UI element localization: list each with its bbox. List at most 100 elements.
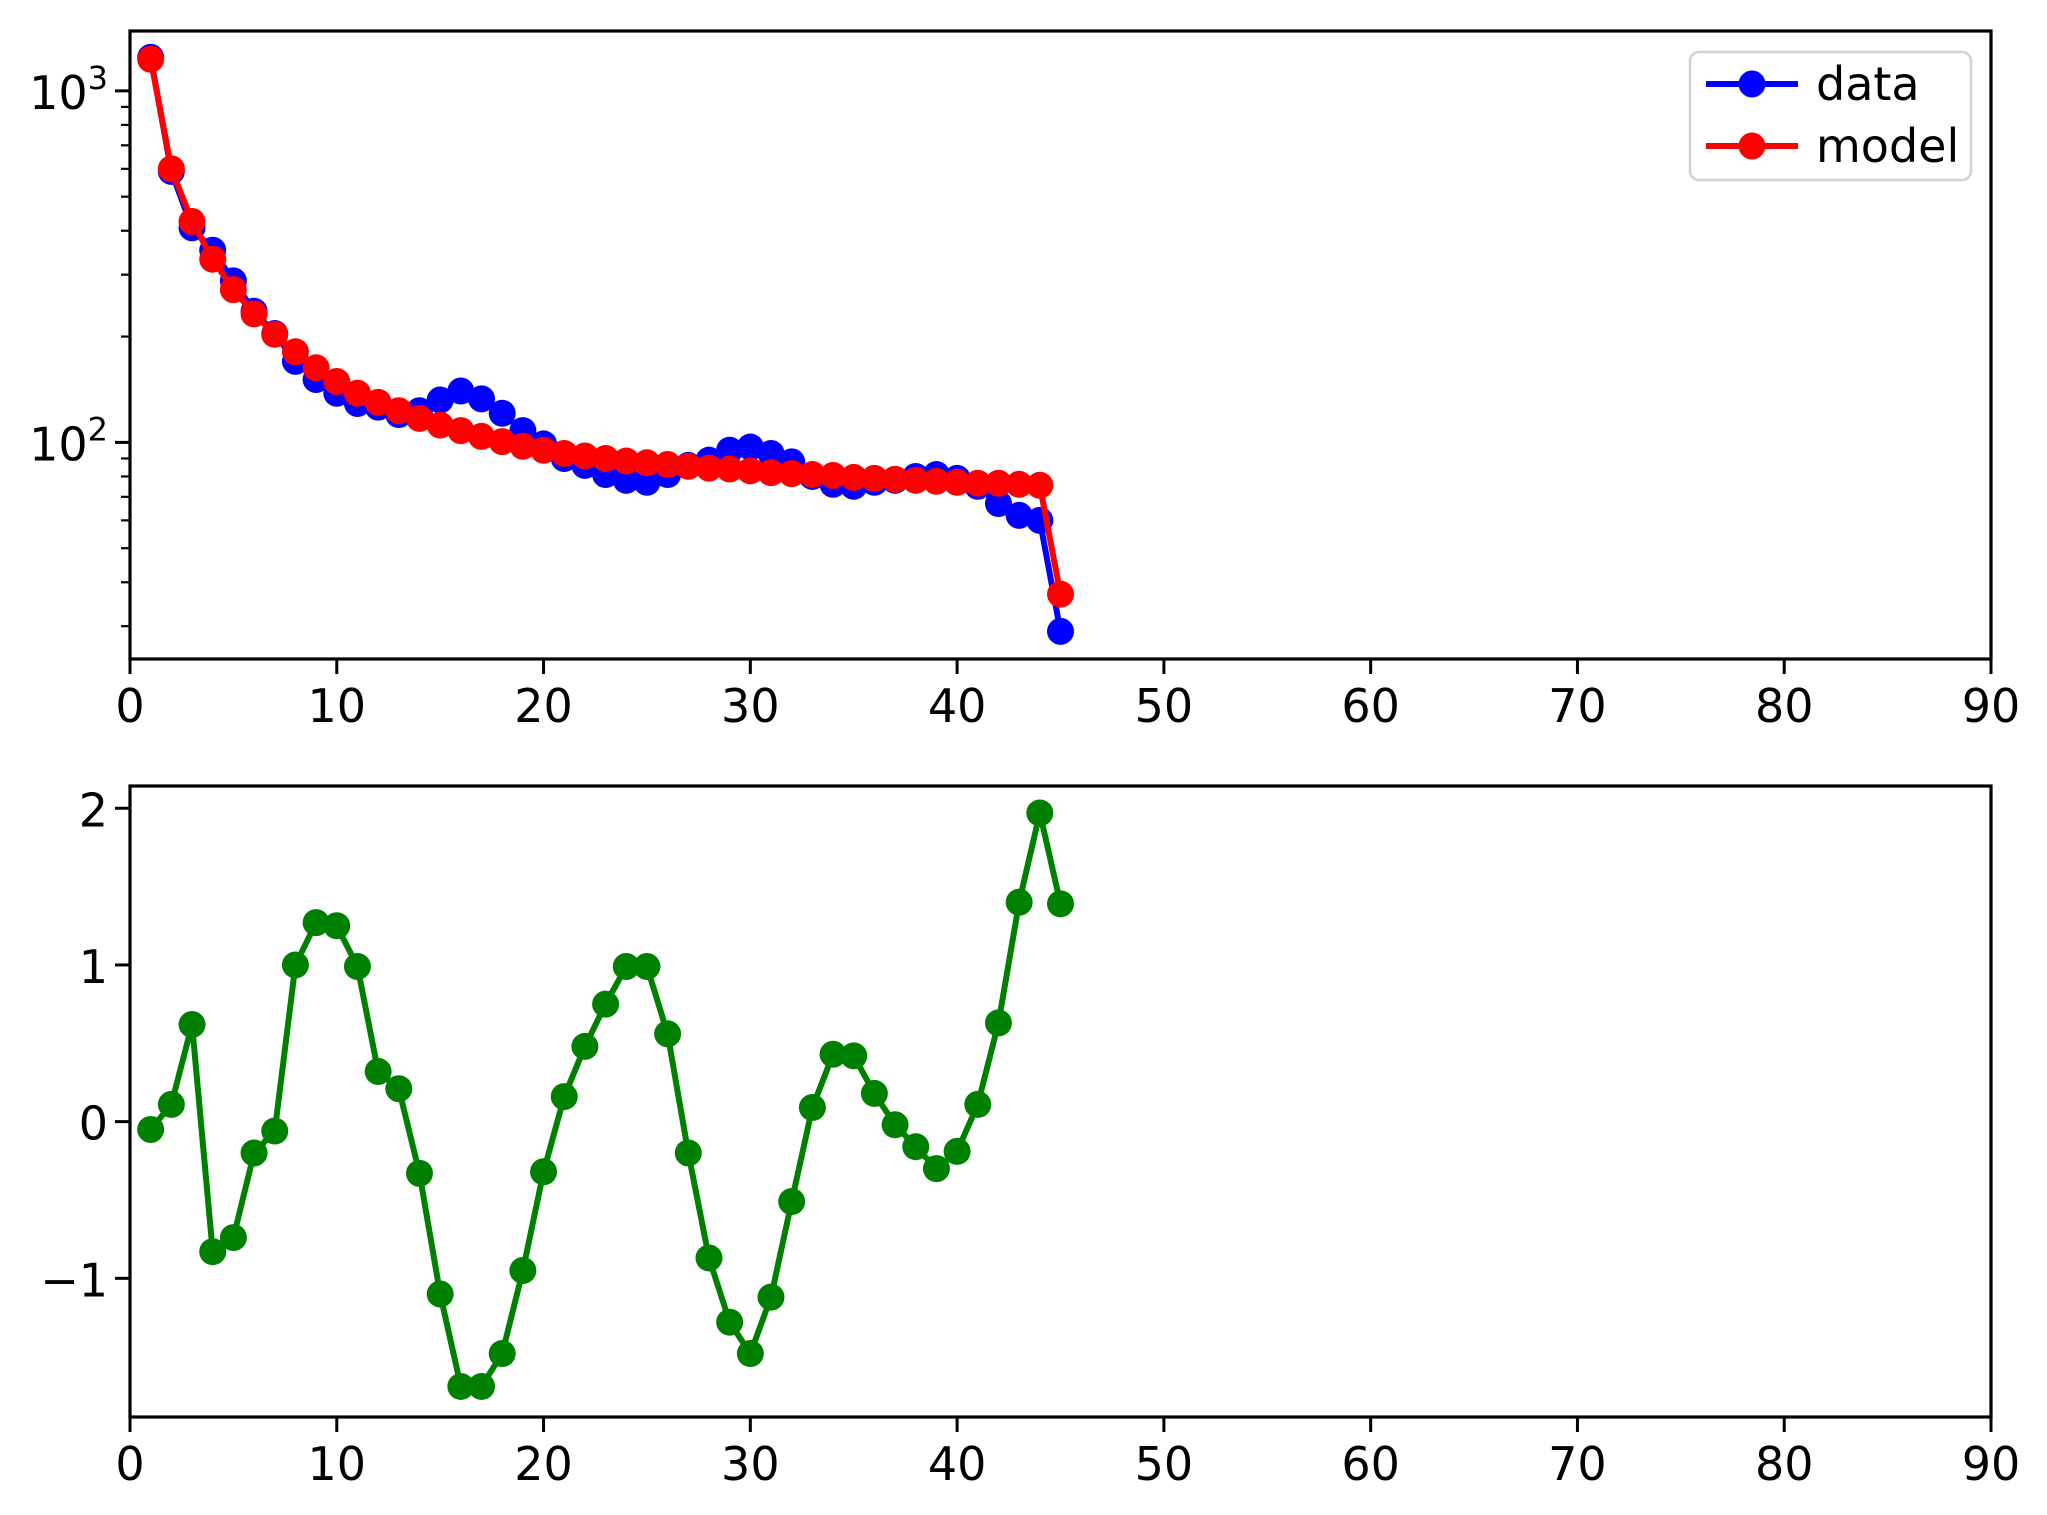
top-plot-y-axis: 103 102 <box>29 59 130 628</box>
y-tick-label: 1 <box>79 940 108 994</box>
residuals-marker <box>984 1009 1012 1037</box>
data-marker <box>736 433 764 461</box>
model-marker <box>798 461 826 489</box>
data-marker <box>633 468 661 496</box>
residuals-marker <box>447 1372 475 1400</box>
model-marker <box>902 466 930 494</box>
model-marker <box>178 207 206 235</box>
residuals-marker <box>178 1010 206 1038</box>
legend-marker-sample <box>1738 70 1766 98</box>
data-marker <box>1047 617 1074 645</box>
legend-label: data <box>1816 57 1920 111</box>
model-marker <box>550 439 578 467</box>
residuals-marker <box>385 1075 413 1103</box>
top-plot-frame <box>128 29 1993 661</box>
data-marker <box>716 436 744 464</box>
model-marker <box>488 428 516 456</box>
residuals-marker <box>902 1133 930 1161</box>
residuals-marker <box>302 909 330 937</box>
residuals-marker <box>592 990 620 1018</box>
y-tick-label: 103 <box>29 59 108 120</box>
x-tick-label: 70 <box>1548 1437 1607 1491</box>
model-marker <box>323 368 351 396</box>
x-tick-label: 10 <box>308 1437 367 1491</box>
residuals-marker <box>405 1159 433 1187</box>
data-marker <box>488 399 516 427</box>
residuals-marker <box>323 912 351 940</box>
model-marker <box>199 245 227 273</box>
model-series-line <box>147 56 1064 598</box>
residuals-marker <box>695 1244 723 1272</box>
legend-label: model <box>1816 119 1959 173</box>
residuals-marker <box>219 1224 247 1252</box>
x-tick-label: 80 <box>1755 679 1814 733</box>
model-marker <box>530 436 558 464</box>
residuals-marker <box>1047 890 1074 918</box>
residuals-marker <box>654 1020 682 1048</box>
model-marker <box>840 463 868 491</box>
bottom-plot-frame <box>128 784 1993 1419</box>
model-series <box>137 45 1074 608</box>
residuals-marker <box>881 1111 909 1139</box>
x-tick-label: 50 <box>1135 679 1194 733</box>
x-tick-label: 80 <box>1755 1437 1814 1491</box>
residuals-marker <box>798 1094 826 1122</box>
residuals-marker <box>757 1283 785 1311</box>
model-marker <box>633 449 661 477</box>
model-marker <box>261 320 289 348</box>
residuals-marker <box>199 1238 227 1266</box>
residuals-series-line <box>147 809 1064 1390</box>
residuals-marker <box>1026 799 1054 827</box>
x-tick-label: 60 <box>1341 679 1400 733</box>
x-tick-label: 0 <box>115 679 144 733</box>
model-marker <box>219 276 247 304</box>
model-marker <box>964 469 992 497</box>
residuals-marker <box>736 1340 764 1368</box>
model-marker <box>426 411 454 439</box>
residuals-marker <box>281 951 309 979</box>
y-tick-label: 2 <box>79 783 108 837</box>
model-marker <box>860 464 888 492</box>
model-marker <box>819 462 847 490</box>
residuals-marker <box>550 1083 578 1111</box>
residuals-marker <box>261 1117 289 1145</box>
model-marker <box>984 469 1012 497</box>
model-marker <box>405 404 433 432</box>
model-marker <box>571 442 599 470</box>
residuals-marker <box>137 1115 165 1143</box>
residuals-marker <box>674 1139 702 1167</box>
residuals-marker <box>860 1079 888 1107</box>
x-tick-label: 10 <box>308 679 367 733</box>
top-plot-axes: 0 10 20 30 40 50 60 70 80 90 103 102 data model <box>29 29 2020 733</box>
data-marker <box>447 377 475 405</box>
x-tick-label: 90 <box>1962 1437 2021 1491</box>
residuals-marker <box>922 1155 950 1183</box>
residuals-marker <box>840 1042 868 1070</box>
residuals-marker <box>488 1340 516 1368</box>
residuals-series-markers <box>137 799 1074 1400</box>
x-tick-label: 30 <box>721 679 780 733</box>
legend-entry-model[interactable]: model <box>1706 119 1959 173</box>
y-tick-label: −1 <box>40 1253 108 1307</box>
model-marker <box>343 379 371 407</box>
model-marker <box>385 397 413 425</box>
model-marker <box>757 459 785 487</box>
y-tick-label: 102 <box>29 410 108 471</box>
residuals-marker <box>364 1057 392 1085</box>
residuals-marker <box>530 1158 558 1186</box>
x-tick-label: 30 <box>721 1437 780 1491</box>
x-tick-label: 50 <box>1135 1437 1194 1491</box>
model-marker <box>1005 470 1033 498</box>
model-series-markers <box>137 45 1074 608</box>
model-marker <box>1026 471 1054 499</box>
x-tick-label: 40 <box>928 1437 987 1491</box>
residuals-marker <box>157 1090 185 1118</box>
residuals-marker <box>571 1032 599 1060</box>
residuals-series <box>137 799 1074 1400</box>
model-marker <box>736 457 764 485</box>
legend-entry-data[interactable]: data <box>1706 57 1920 111</box>
bottom-plot-x-axis: 0 10 20 30 40 50 60 70 80 90 <box>115 1417 2020 1491</box>
model-marker <box>881 465 909 493</box>
